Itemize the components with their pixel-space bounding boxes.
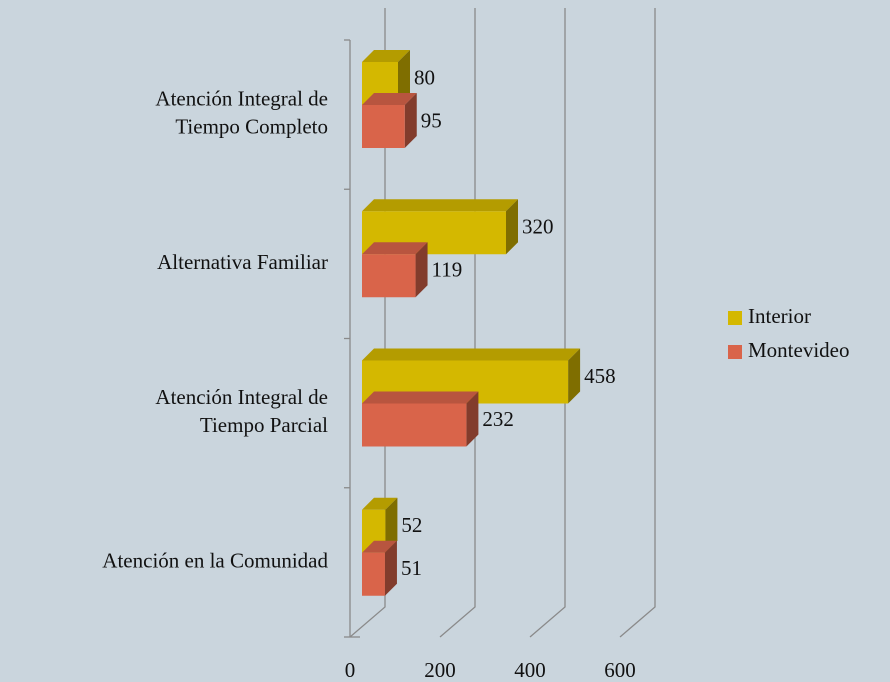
bar-side (466, 391, 479, 447)
bar-top (362, 540, 397, 553)
y-tick-label: Alternativa Familiar (157, 250, 328, 274)
data-label: 80 (414, 65, 435, 89)
data-label: 119 (432, 258, 463, 282)
bar-side (385, 497, 398, 553)
bar-side (398, 50, 410, 105)
x-tick-label: 600 (604, 658, 636, 682)
data-label: 458 (584, 364, 616, 388)
bar-top (362, 50, 410, 62)
legend-swatch (728, 311, 742, 325)
x-tick-label: 0 (345, 658, 356, 682)
bar-top (362, 242, 428, 255)
data-label: 320 (522, 215, 554, 239)
bar-front (362, 105, 405, 148)
bar-top (362, 497, 398, 510)
label-line: Tiempo Parcial (200, 413, 328, 437)
bar-top (362, 93, 417, 105)
x-tick-label: 400 (514, 658, 546, 682)
bar-front (362, 254, 416, 298)
data-label: 232 (482, 407, 514, 431)
bar-front (362, 403, 467, 447)
data-label: 51 (401, 556, 422, 580)
label-line: Atención Integral de (155, 385, 328, 409)
bar (362, 540, 397, 596)
bar-top (362, 391, 479, 404)
label-line: Atención en la Comunidad (102, 548, 328, 572)
bar (362, 242, 428, 298)
bar-side (506, 199, 518, 255)
legend-label: Montevideo (748, 338, 849, 362)
bar-side (415, 242, 428, 298)
label-line: Tiempo Completo (175, 114, 328, 138)
bar (362, 93, 417, 148)
data-label: 95 (421, 108, 442, 132)
label-line: Alternativa Familiar (157, 250, 328, 274)
grid-line (619, 8, 656, 638)
legend-swatch (728, 345, 742, 359)
bar (362, 391, 479, 447)
x-tick-label: 200 (424, 658, 456, 682)
label-line: Atención Integral de (155, 86, 328, 110)
bar-front (362, 552, 385, 596)
grid-line (529, 8, 566, 638)
bar-side (568, 348, 581, 404)
bar-top (362, 348, 581, 361)
bar-side (404, 93, 417, 148)
grid-line (439, 8, 476, 638)
bar-top (362, 199, 518, 212)
bar-side (384, 540, 397, 596)
y-tick-label: Atención Integral de Tiempo Parcial (155, 385, 328, 437)
y-tick-label: Atención en la Comunidad (102, 548, 328, 572)
data-label: 52 (401, 513, 422, 537)
y-tick-label: Atención Integral de Tiempo Completo (155, 86, 328, 138)
legend-label: Interior (748, 304, 811, 328)
